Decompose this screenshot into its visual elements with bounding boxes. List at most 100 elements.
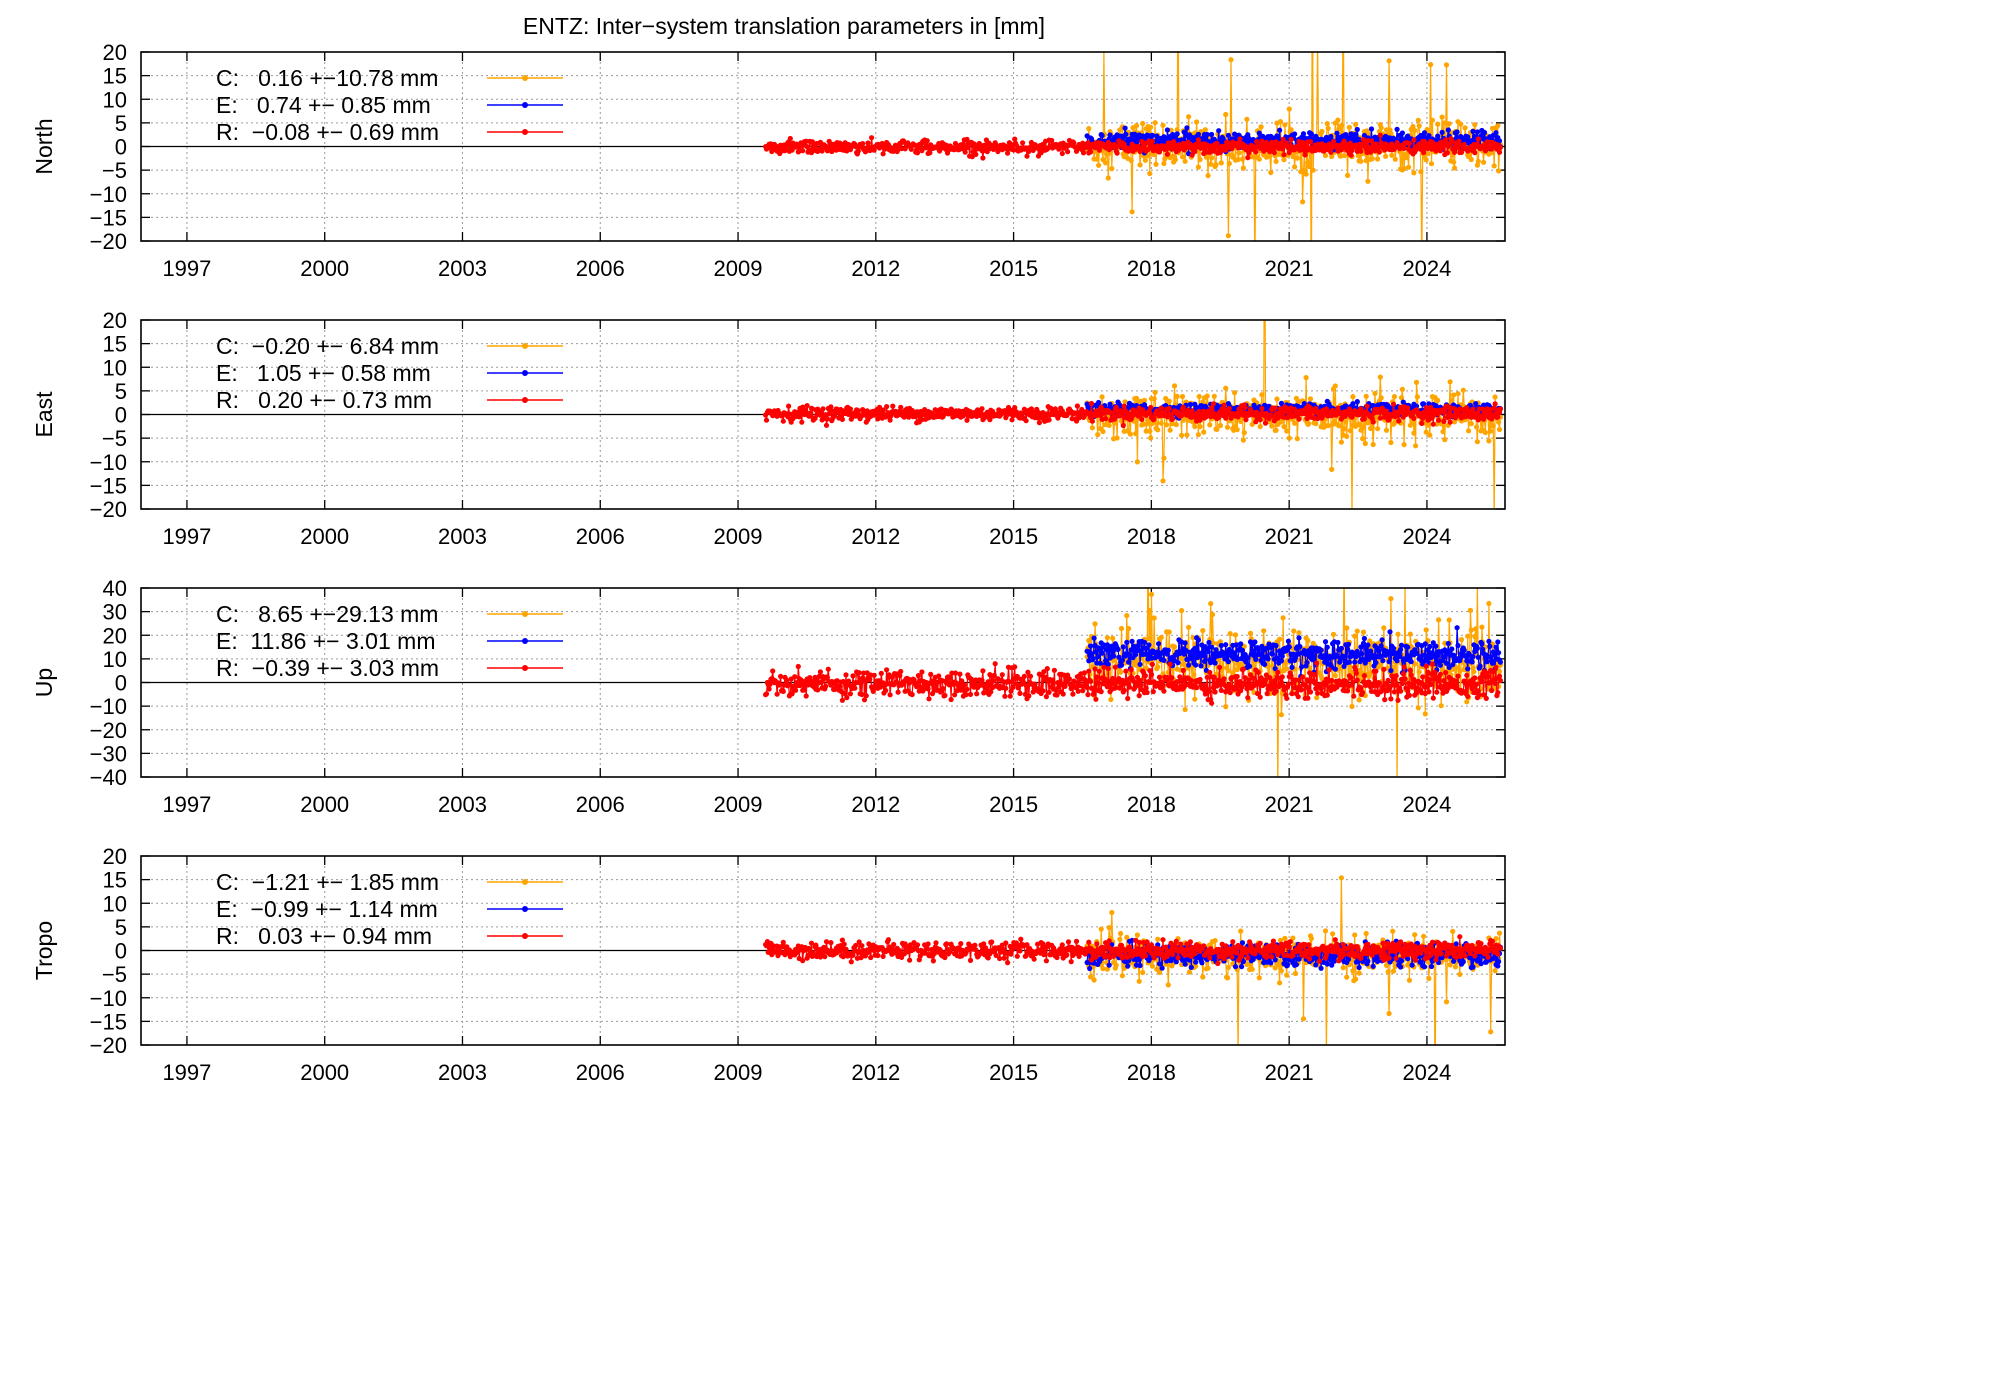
series-points-R — [763, 660, 1503, 706]
data-point — [1242, 404, 1248, 410]
data-point — [1364, 403, 1370, 409]
data-point — [1277, 140, 1284, 146]
data-point — [1218, 160, 1224, 166]
data-point — [789, 147, 795, 153]
data-point — [1277, 119, 1284, 125]
data-point — [1273, 427, 1279, 433]
data-point — [1097, 660, 1103, 666]
data-point — [1204, 393, 1210, 399]
data-point — [1405, 405, 1411, 411]
data-point — [1392, 156, 1398, 162]
data-point — [1370, 441, 1376, 448]
data-point — [1410, 123, 1416, 130]
data-point — [1305, 159, 1311, 165]
data-point — [1492, 401, 1498, 407]
data-point — [1474, 424, 1480, 430]
data-point — [1235, 156, 1241, 163]
data-point — [1284, 405, 1290, 411]
data-point — [1475, 158, 1481, 164]
data-point — [1259, 406, 1265, 412]
data-point — [1464, 699, 1470, 705]
legend: C: −0.20 +− 6.84 mmE: 1.05 +− 0.58 mmR: … — [216, 333, 563, 413]
data-point — [1377, 662, 1383, 668]
data-point — [957, 671, 963, 677]
x-tick-label: 2021 — [1265, 524, 1314, 549]
data-point — [1126, 659, 1132, 665]
data-point — [1141, 397, 1148, 403]
data-point — [1151, 615, 1157, 621]
series-points-R — [763, 400, 1503, 429]
data-point — [1139, 416, 1145, 422]
data-point — [979, 677, 985, 683]
data-point — [1383, 427, 1390, 433]
data-point — [1439, 129, 1445, 135]
data-point — [1256, 130, 1262, 136]
data-point — [1398, 642, 1405, 648]
y-tick-label: 10 — [103, 647, 127, 672]
data-point — [1271, 150, 1277, 156]
data-point — [1368, 126, 1375, 132]
x-tick-label: 2006 — [576, 256, 625, 281]
data-point — [1280, 136, 1286, 142]
data-point — [909, 691, 915, 698]
data-point — [1330, 631, 1337, 637]
data-point — [1192, 645, 1198, 652]
data-point — [1273, 643, 1279, 649]
data-point — [1286, 150, 1292, 156]
data-point — [1414, 394, 1420, 400]
data-point — [1111, 420, 1118, 426]
data-point — [1332, 666, 1338, 672]
legend-marker-R — [522, 397, 528, 403]
data-point — [1158, 634, 1164, 641]
data-point — [1454, 129, 1460, 135]
data-point — [1086, 126, 1092, 132]
data-point — [1124, 639, 1130, 646]
data-point — [1246, 135, 1252, 142]
data-point — [1126, 625, 1132, 632]
data-point — [1390, 401, 1397, 407]
data-point — [1257, 652, 1263, 658]
data-point — [1073, 148, 1080, 154]
data-point — [1179, 608, 1185, 614]
data-point — [763, 691, 770, 697]
data-point — [1046, 417, 1052, 423]
data-point — [1149, 138, 1155, 144]
data-point — [878, 670, 884, 677]
x-tick-label: 2015 — [989, 256, 1038, 281]
data-point — [1360, 640, 1367, 646]
data-point — [1274, 133, 1280, 139]
data-point — [1364, 128, 1370, 134]
data-point — [844, 695, 850, 701]
data-point — [1352, 659, 1358, 665]
data-point — [1360, 424, 1367, 430]
data-point — [1086, 637, 1092, 644]
y-tick-label: −5 — [102, 158, 127, 183]
y-tick-label: −30 — [90, 741, 127, 766]
data-point — [898, 668, 904, 675]
data-point — [1107, 132, 1113, 138]
data-point — [1394, 126, 1400, 132]
data-point — [1318, 647, 1324, 653]
data-point — [1211, 393, 1217, 399]
data-point — [1174, 393, 1180, 399]
data-point — [963, 692, 969, 698]
data-point — [1386, 58, 1392, 64]
data-point — [1418, 169, 1424, 175]
data-point — [1462, 125, 1468, 131]
x-tick-label: 2024 — [1402, 256, 1451, 281]
data-point — [1474, 645, 1480, 651]
data-point — [1206, 639, 1212, 646]
data-point — [962, 149, 968, 155]
data-point — [1493, 130, 1499, 136]
data-point — [1279, 653, 1285, 659]
x-tick-label: 2018 — [1127, 256, 1176, 281]
data-point — [1221, 402, 1227, 408]
data-point — [1307, 650, 1313, 656]
data-point — [1369, 156, 1375, 162]
data-point — [1133, 431, 1139, 437]
data-point — [1378, 395, 1384, 401]
data-point — [1209, 611, 1216, 618]
data-point — [980, 155, 986, 161]
data-point — [1192, 423, 1198, 430]
